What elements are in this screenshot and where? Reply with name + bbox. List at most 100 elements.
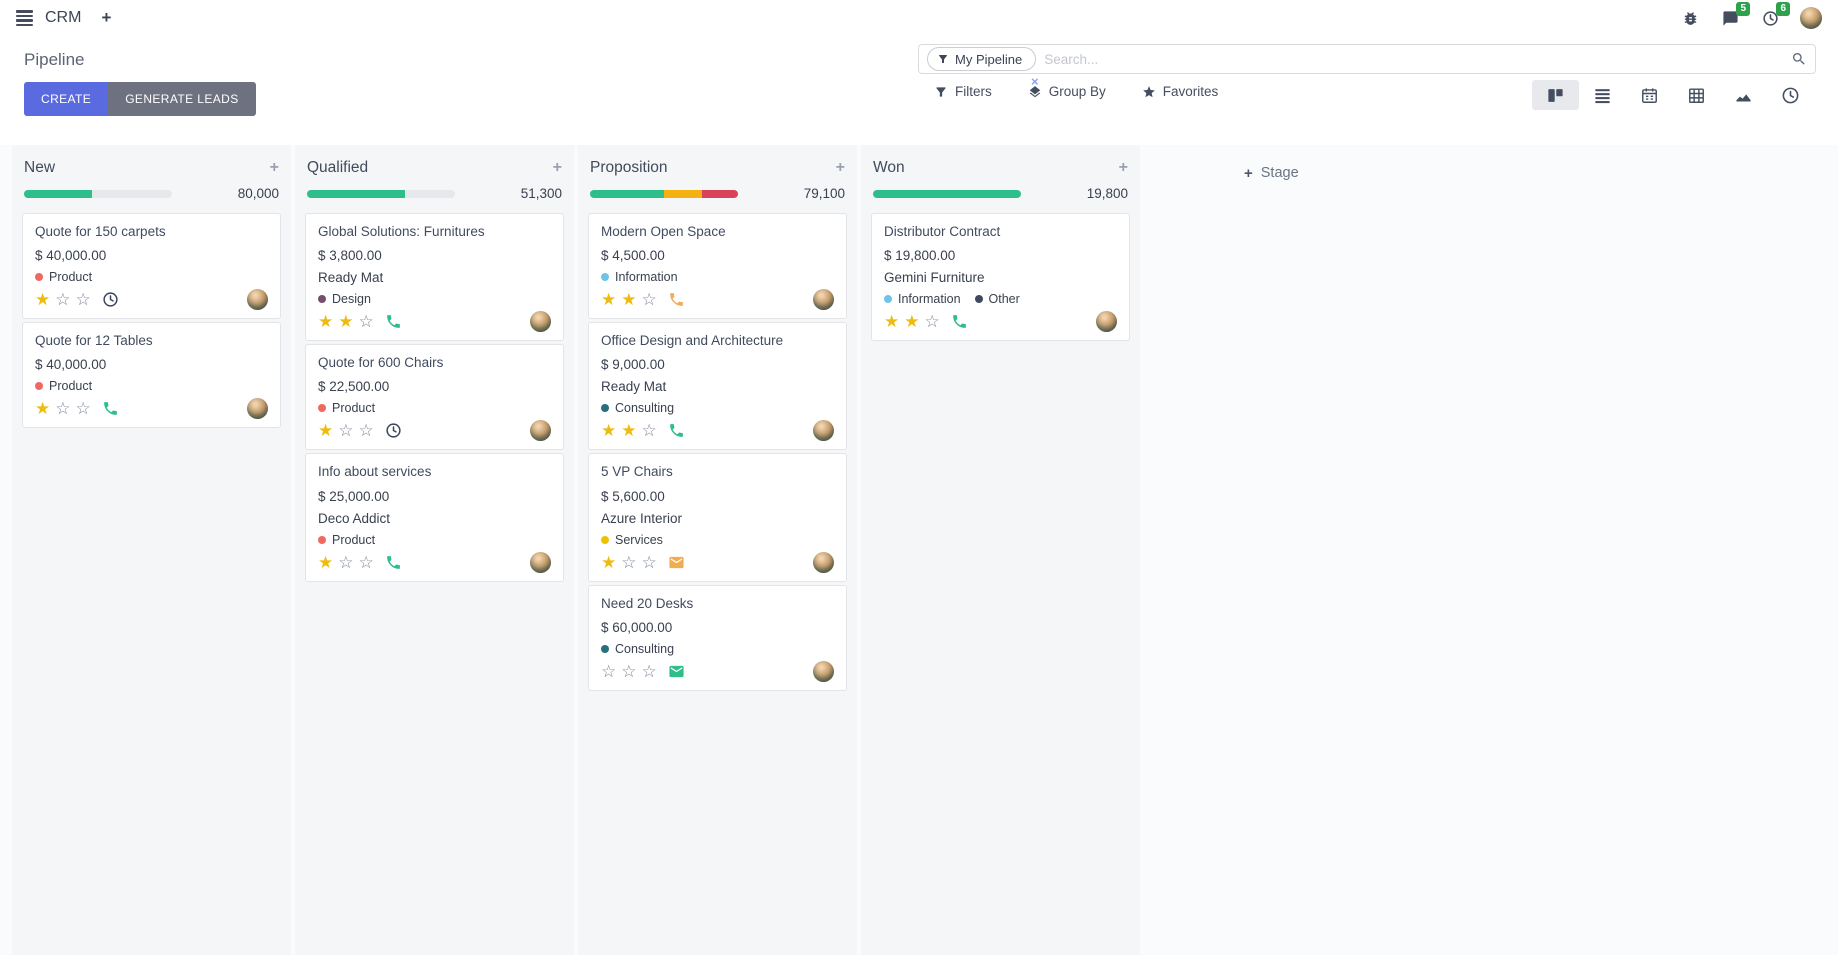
progress-segment[interactable] bbox=[24, 189, 93, 198]
column-title[interactable]: New bbox=[24, 159, 56, 176]
priority-star[interactable]: ☆ bbox=[55, 290, 71, 310]
salesperson-avatar[interactable] bbox=[813, 420, 834, 442]
priority-star[interactable]: ☆ bbox=[621, 661, 637, 681]
column-quick-create-button[interactable]: + bbox=[269, 159, 279, 176]
priority-star[interactable]: ★ bbox=[621, 290, 637, 310]
priority-star[interactable]: ☆ bbox=[601, 661, 617, 681]
filters-menu[interactable]: Filters bbox=[934, 84, 992, 99]
priority-star[interactable]: ☆ bbox=[55, 399, 71, 419]
column-title[interactable]: Won bbox=[873, 159, 905, 176]
salesperson-avatar[interactable] bbox=[530, 311, 551, 333]
column-title[interactable]: Qualified bbox=[307, 159, 369, 176]
view-kanban-button[interactable] bbox=[1532, 80, 1579, 110]
view-pivot-button[interactable] bbox=[1673, 80, 1720, 110]
priority-star[interactable]: ☆ bbox=[75, 399, 91, 419]
priority-star[interactable]: ☆ bbox=[641, 421, 657, 441]
activity-mail-icon[interactable] bbox=[668, 554, 685, 571]
activity-mail-icon[interactable] bbox=[668, 663, 685, 680]
kanban-card[interactable]: Quote for 150 carpets $ 40,000.00 Product ★… bbox=[22, 213, 281, 320]
priority-star[interactable]: ★ bbox=[884, 312, 900, 332]
view-activity-button[interactable] bbox=[1767, 80, 1814, 110]
view-calendar-button[interactable] bbox=[1626, 80, 1673, 110]
activity-clock-icon[interactable] bbox=[102, 291, 119, 308]
kanban-card[interactable]: Modern Open Space $ 4,500.00 Information ★ ★… bbox=[588, 213, 847, 320]
priority-star[interactable]: ★ bbox=[318, 312, 334, 332]
kanban-card[interactable]: Distributor Contract $ 19,800.00 Gemini Fu… bbox=[871, 213, 1130, 342]
column-progressbar[interactable] bbox=[590, 189, 738, 198]
progress-segment[interactable] bbox=[590, 189, 664, 198]
activity-phone-icon[interactable] bbox=[385, 554, 402, 571]
search-icon[interactable] bbox=[1791, 51, 1807, 67]
salesperson-avatar[interactable] bbox=[530, 551, 551, 573]
priority-star[interactable]: ★ bbox=[601, 421, 617, 441]
priority-star[interactable]: ★ bbox=[338, 312, 354, 332]
view-graph-button[interactable] bbox=[1720, 80, 1767, 110]
search-bar[interactable]: My Pipeline bbox=[918, 44, 1816, 74]
activity-phone-icon[interactable] bbox=[385, 313, 402, 330]
kanban-card[interactable]: Info about services $ 25,000.00 Deco Addic… bbox=[305, 453, 564, 582]
priority-star[interactable]: ☆ bbox=[338, 552, 354, 572]
activity-phone-icon[interactable] bbox=[668, 291, 685, 308]
priority-star[interactable]: ★ bbox=[35, 290, 51, 310]
salesperson-avatar[interactable] bbox=[247, 398, 268, 420]
activity-phone-icon[interactable] bbox=[668, 422, 685, 439]
salesperson-avatar[interactable] bbox=[813, 289, 834, 311]
progress-segment[interactable] bbox=[873, 189, 1021, 198]
column-progressbar[interactable] bbox=[873, 189, 1021, 198]
priority-star[interactable]: ☆ bbox=[924, 312, 940, 332]
salesperson-avatar[interactable] bbox=[813, 551, 834, 573]
priority-star[interactable]: ★ bbox=[318, 421, 334, 441]
priority-star[interactable]: ☆ bbox=[358, 552, 374, 572]
activity-clock-icon[interactable] bbox=[385, 422, 402, 439]
priority-star[interactable]: ☆ bbox=[641, 661, 657, 681]
kanban-card[interactable]: 5 VP Chairs $ 5,600.00 Azure Interior Servi… bbox=[588, 453, 847, 582]
priority-star[interactable]: ★ bbox=[904, 312, 920, 332]
column-quick-create-button[interactable]: + bbox=[552, 159, 562, 176]
salesperson-avatar[interactable] bbox=[1096, 311, 1117, 333]
priority-star[interactable]: ★ bbox=[601, 290, 617, 310]
activity-phone-icon[interactable] bbox=[102, 400, 119, 417]
progress-segment[interactable] bbox=[664, 189, 703, 198]
priority-star[interactable]: ☆ bbox=[75, 290, 91, 310]
priority-star[interactable]: ★ bbox=[621, 421, 637, 441]
column-progressbar[interactable] bbox=[24, 189, 172, 198]
kanban-card[interactable]: Quote for 600 Chairs $ 22,500.00 Product ★ ☆… bbox=[305, 344, 564, 451]
search-facet-my-pipeline[interactable]: My Pipeline bbox=[927, 47, 1037, 71]
column-quick-create-button[interactable]: + bbox=[835, 159, 845, 176]
kanban-card[interactable]: Need 20 Desks $ 60,000.00 Consulting ☆ ☆ ☆ bbox=[588, 584, 847, 691]
priority-star[interactable]: ☆ bbox=[641, 552, 657, 572]
favorites-menu[interactable]: Favorites bbox=[1142, 84, 1218, 99]
column-progressbar[interactable] bbox=[307, 189, 455, 198]
apps-menu-icon[interactable] bbox=[16, 10, 33, 26]
facet-remove-icon[interactable]: × bbox=[1031, 74, 1039, 89]
priority-star[interactable]: ☆ bbox=[338, 421, 354, 441]
progress-segment[interactable] bbox=[307, 189, 405, 198]
priority-star[interactable]: ☆ bbox=[621, 552, 637, 572]
kanban-card[interactable]: Office Design and Architecture $ 9,000.00… bbox=[588, 322, 847, 451]
priority-star[interactable]: ★ bbox=[35, 399, 51, 419]
add-stage-button[interactable]: + Stage bbox=[1244, 161, 1299, 185]
bug-icon[interactable] bbox=[1680, 8, 1700, 28]
kanban-card[interactable]: Quote for 12 Tables $ 40,000.00 Product ★ ☆ ☆ bbox=[22, 322, 281, 429]
progress-segment[interactable] bbox=[702, 189, 738, 198]
new-record-plus-icon[interactable]: + bbox=[101, 8, 112, 27]
priority-star[interactable]: ★ bbox=[601, 552, 617, 572]
column-quick-create-button[interactable]: + bbox=[1118, 159, 1128, 176]
column-title[interactable]: Proposition bbox=[590, 159, 668, 176]
salesperson-avatar[interactable] bbox=[247, 289, 268, 311]
messages-icon[interactable]: 5 bbox=[1720, 2, 1750, 28]
priority-star[interactable]: ☆ bbox=[358, 312, 374, 332]
app-name[interactable]: CRM bbox=[45, 9, 82, 26]
salesperson-avatar[interactable] bbox=[813, 660, 834, 682]
priority-star[interactable]: ☆ bbox=[358, 421, 374, 441]
salesperson-avatar[interactable] bbox=[530, 420, 551, 442]
priority-star[interactable]: ★ bbox=[318, 552, 334, 572]
view-list-button[interactable] bbox=[1579, 80, 1626, 110]
generate-leads-button[interactable]: GENERATE LEADS bbox=[108, 82, 256, 116]
activity-clock-icon[interactable]: 6 bbox=[1760, 2, 1790, 28]
create-button[interactable]: CREATE bbox=[24, 82, 109, 116]
priority-star[interactable]: ☆ bbox=[641, 290, 657, 310]
search-input[interactable] bbox=[1044, 51, 1791, 67]
user-avatar[interactable] bbox=[1800, 7, 1822, 29]
kanban-card[interactable]: Global Solutions: Furnitures $ 3,800.00 Re… bbox=[305, 213, 564, 342]
